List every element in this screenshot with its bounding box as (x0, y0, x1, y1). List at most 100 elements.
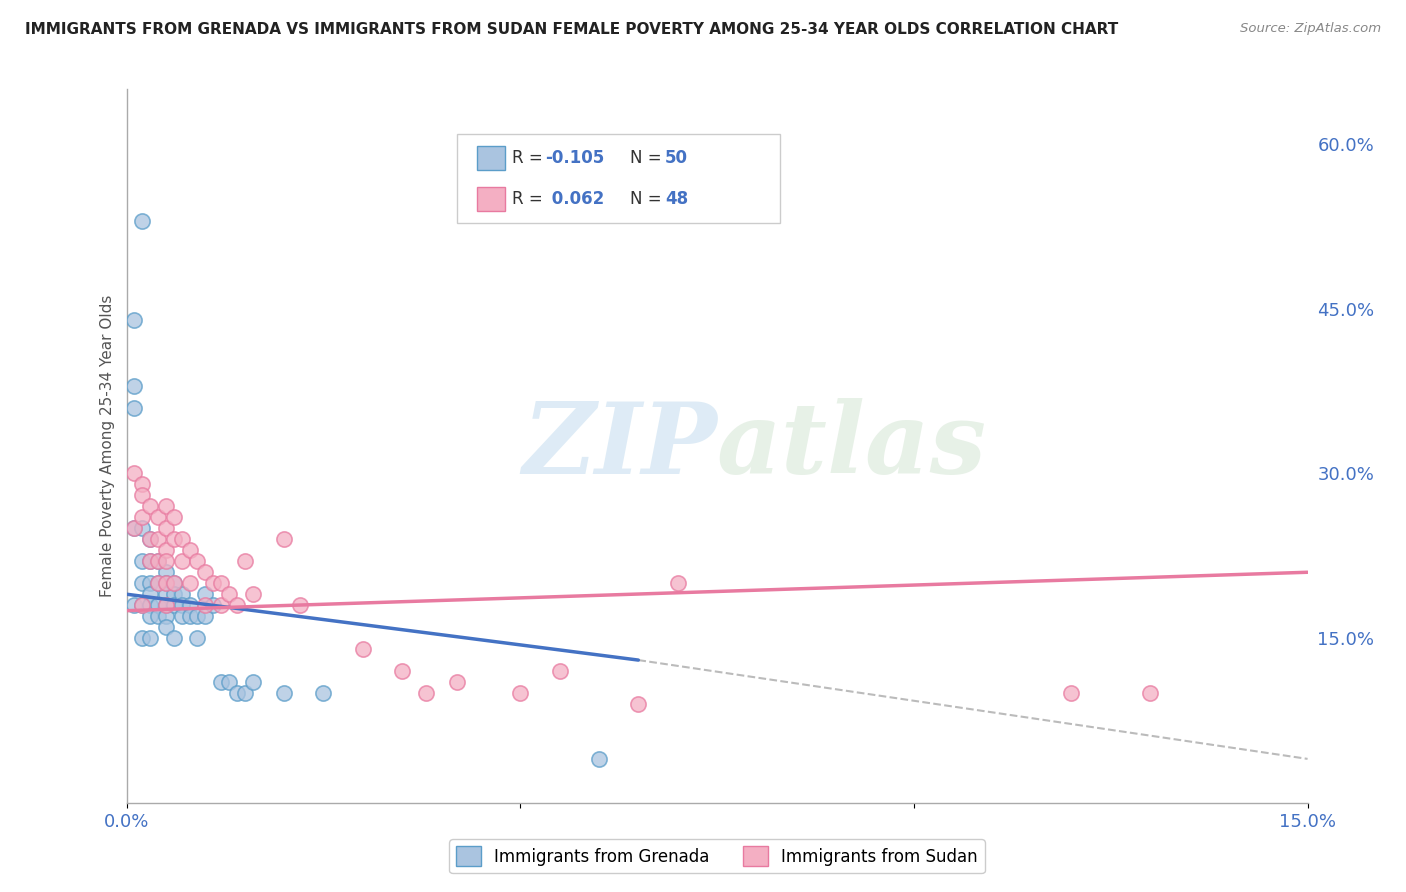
Point (194, 587, 217, 601)
Text: 0.062: 0.062 (546, 190, 603, 208)
Point (391, 664, 413, 678)
Point (146, 510, 169, 524)
Point (139, 533, 162, 547)
Point (139, 554, 162, 568)
Point (146, 609, 169, 624)
Point (146, 554, 169, 568)
Legend: Immigrants from Grenada, Immigrants from Sudan: Immigrants from Grenada, Immigrants from… (450, 839, 984, 873)
Point (186, 609, 208, 624)
Text: atlas: atlas (717, 398, 987, 494)
Point (146, 554, 169, 568)
Point (186, 554, 208, 568)
Text: 48: 48 (665, 190, 688, 208)
Point (124, 521, 146, 535)
Point (170, 554, 193, 568)
Point (202, 576, 225, 591)
Point (139, 576, 162, 591)
Point (146, 576, 169, 591)
Point (666, 576, 689, 591)
Point (170, 598, 193, 612)
Point (194, 566, 217, 580)
Text: -0.105: -0.105 (546, 149, 605, 167)
Point (131, 510, 153, 524)
Point (548, 664, 571, 678)
Point (163, 576, 186, 591)
Point (131, 214, 153, 228)
Point (124, 467, 146, 481)
Point (233, 554, 256, 568)
Point (163, 533, 186, 547)
Text: N =: N = (630, 149, 666, 167)
Point (179, 576, 201, 591)
Point (139, 631, 162, 645)
Point (139, 587, 162, 601)
Point (155, 554, 177, 568)
Point (139, 500, 162, 514)
Point (312, 686, 335, 700)
Point (155, 543, 177, 558)
Point (194, 609, 217, 624)
Point (218, 675, 240, 690)
Point (163, 598, 186, 612)
Point (179, 543, 201, 558)
Point (155, 576, 177, 591)
Text: Source: ZipAtlas.com: Source: ZipAtlas.com (1240, 22, 1381, 36)
Point (124, 598, 146, 612)
Point (131, 488, 153, 502)
Y-axis label: Female Poverty Among 25-34 Year Olds: Female Poverty Among 25-34 Year Olds (100, 295, 115, 597)
Point (131, 598, 153, 612)
Point (155, 609, 177, 624)
Point (163, 587, 186, 601)
Text: N =: N = (630, 190, 666, 208)
Point (146, 598, 169, 612)
Point (179, 609, 201, 624)
Text: IMMIGRANTS FROM GRENADA VS IMMIGRANTS FROM SUDAN FEMALE POVERTY AMONG 25-34 YEAR: IMMIGRANTS FROM GRENADA VS IMMIGRANTS FR… (25, 22, 1119, 37)
Point (415, 686, 437, 700)
Point (146, 576, 169, 591)
Point (146, 533, 169, 547)
Point (155, 598, 177, 612)
Point (202, 598, 225, 612)
Point (155, 566, 177, 580)
Point (588, 752, 610, 766)
Point (1060, 686, 1083, 700)
Point (139, 609, 162, 624)
Point (163, 510, 186, 524)
Text: ZIP: ZIP (522, 398, 717, 494)
Point (186, 631, 208, 645)
Point (170, 533, 193, 547)
Point (124, 521, 146, 535)
Point (209, 576, 232, 591)
Point (131, 631, 153, 645)
Point (131, 521, 153, 535)
Point (1139, 686, 1161, 700)
Text: R =: R = (512, 190, 548, 208)
Text: 50: 50 (665, 149, 688, 167)
Point (163, 631, 186, 645)
Point (124, 401, 146, 415)
Point (170, 587, 193, 601)
Point (124, 378, 146, 392)
Point (155, 620, 177, 634)
Point (155, 576, 177, 591)
Point (218, 587, 240, 601)
Point (139, 533, 162, 547)
Point (273, 533, 295, 547)
Point (155, 500, 177, 514)
Point (288, 598, 311, 612)
Point (509, 686, 531, 700)
Point (273, 686, 295, 700)
Point (170, 609, 193, 624)
Point (131, 598, 153, 612)
Point (209, 675, 232, 690)
Point (179, 598, 201, 612)
Point (225, 686, 247, 700)
Point (155, 587, 177, 601)
Point (627, 697, 650, 711)
Point (446, 675, 468, 690)
Point (139, 598, 162, 612)
Point (131, 554, 153, 568)
Point (131, 576, 153, 591)
Point (194, 598, 217, 612)
Point (233, 686, 256, 700)
